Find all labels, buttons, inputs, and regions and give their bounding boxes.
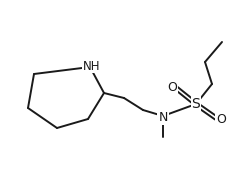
Text: NH: NH [83, 59, 101, 72]
Text: S: S [192, 97, 200, 111]
Text: O: O [216, 112, 226, 125]
Text: O: O [167, 81, 177, 93]
Text: N: N [158, 110, 168, 124]
